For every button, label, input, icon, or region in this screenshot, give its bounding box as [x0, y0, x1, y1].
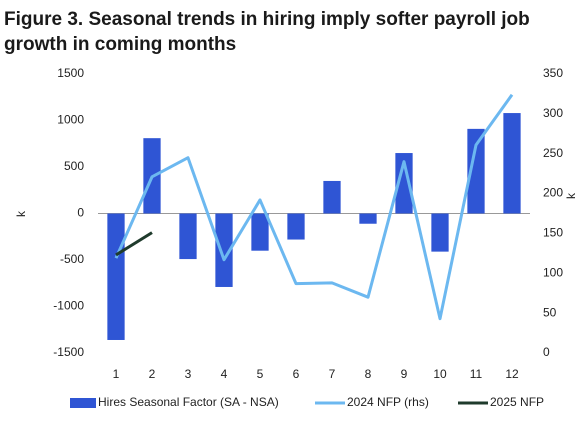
y2-tick-label: 200 [543, 186, 563, 200]
x-tick-label: 7 [329, 367, 336, 381]
x-tick-label: 5 [257, 367, 264, 381]
chart-title: Figure 3. Seasonal trends in hiring impl… [4, 9, 530, 55]
legend-label: 2024 NFP (rhs) [347, 395, 429, 409]
legend-label: 2025 NFP [490, 395, 544, 409]
bar [215, 213, 233, 287]
bar [251, 213, 269, 251]
legend-label: Hires Seasonal Factor (SA - NSA) [98, 395, 279, 409]
y2-tick-label: 300 [543, 106, 563, 120]
bar [287, 213, 305, 240]
x-tick-label: 6 [293, 367, 300, 381]
x-tick-label: 3 [185, 367, 192, 381]
y-tick-label: 1500 [57, 66, 84, 80]
bar [395, 153, 413, 214]
y-tick-label: -1500 [53, 345, 84, 359]
bar [359, 213, 377, 224]
y-tick-label: 1000 [57, 113, 84, 127]
y-tick-label: -1000 [53, 299, 84, 313]
y-tick-label: 0 [77, 206, 84, 220]
y2-tick-label: 100 [543, 265, 563, 279]
x-tick-label: 2 [149, 367, 156, 381]
legend-swatch [70, 398, 96, 408]
y2-tick-label: 0 [543, 345, 550, 359]
bar [179, 213, 197, 260]
y2-tick-label: 150 [543, 226, 563, 240]
x-tick-label: 12 [505, 367, 519, 381]
bar [431, 213, 449, 252]
bar [107, 213, 125, 340]
y-tick-label: -500 [60, 252, 84, 266]
x-tick-label: 10 [433, 367, 447, 381]
x-tick-label: 4 [221, 367, 228, 381]
bar [467, 128, 485, 214]
line [115, 231, 153, 257]
x-tick-label: 9 [401, 367, 408, 381]
y2-tick-label: 350 [543, 66, 563, 80]
y2-axis-label: k [564, 192, 578, 199]
y-tick-label: 500 [64, 159, 84, 173]
line [114, 93, 514, 321]
y2-tick-label: 250 [543, 146, 563, 160]
bar [503, 113, 521, 214]
y2-tick-label: 50 [543, 305, 557, 319]
x-tick-label: 8 [365, 367, 372, 381]
x-tick-label: 11 [470, 367, 483, 381]
bar [323, 180, 341, 214]
x-tick-label: 1 [113, 367, 120, 381]
y-axis-label: k [14, 210, 28, 217]
